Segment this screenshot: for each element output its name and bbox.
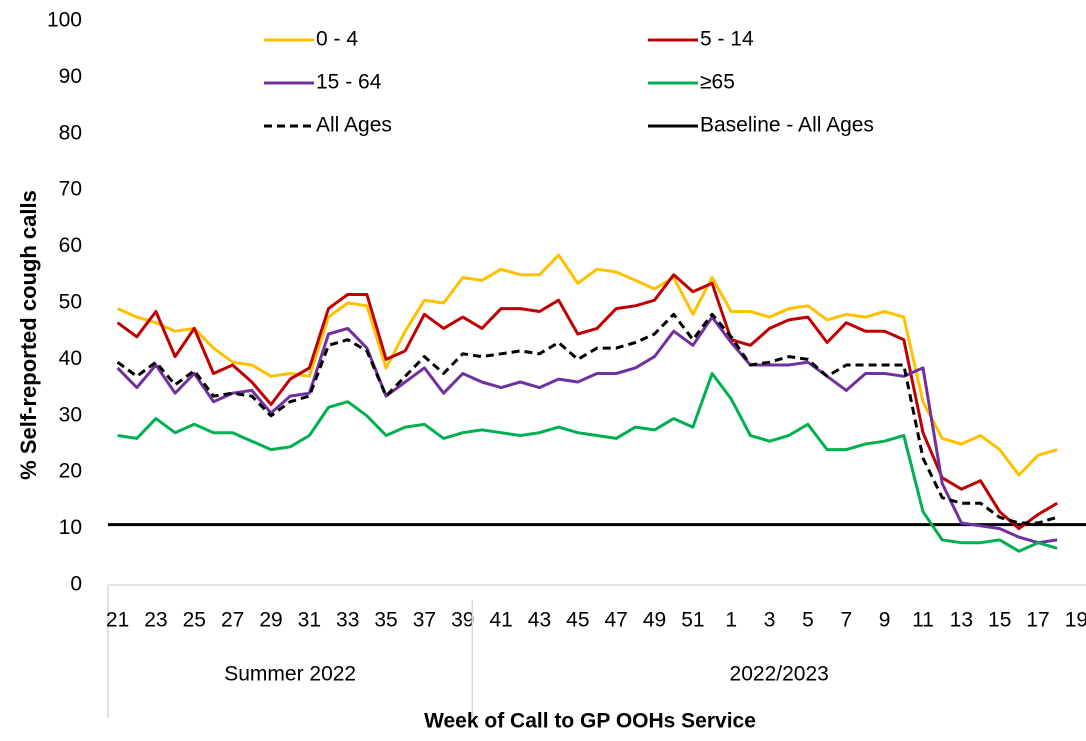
series-line	[117, 372, 1058, 553]
x-tick-label: 31	[298, 609, 321, 632]
legend-label: 0 - 4	[316, 28, 358, 51]
y-tick-label: 40	[59, 347, 82, 370]
y-tick-label: 20	[59, 460, 82, 483]
group-label: 2022/2023	[730, 663, 829, 686]
legend-label: ≥65	[700, 71, 735, 94]
y-tick-label: 70	[59, 178, 82, 201]
x-tick-label: 23	[144, 609, 167, 632]
legend-label: Baseline - All Ages	[700, 114, 874, 137]
x-tick-label: 21	[106, 609, 129, 632]
x-tick-label: 37	[413, 609, 436, 632]
y-tick-label: 90	[59, 65, 82, 88]
y-tick-label: 80	[59, 121, 82, 144]
x-axis-title: Week of Call to GP OOHs Service	[424, 710, 756, 733]
y-tick-label: 100	[47, 9, 82, 32]
x-tick-label: 49	[643, 609, 666, 632]
x-tick-label: 29	[259, 609, 282, 632]
x-tick-label: 33	[336, 609, 359, 632]
x-tick-label: 7	[840, 609, 852, 632]
legend-label: 15 - 64	[316, 71, 382, 94]
series-line	[116, 273, 1058, 531]
series-line	[116, 253, 1058, 477]
y-tick-label: 30	[59, 403, 82, 426]
x-tick-label: 51	[681, 609, 704, 632]
y-axis-title: % Self-reported cough calls	[16, 190, 41, 480]
series-line	[116, 315, 1058, 545]
x-tick-label: 41	[489, 609, 512, 632]
legend-label: 5 - 14	[700, 28, 754, 51]
x-tick-label: 15	[988, 609, 1011, 632]
x-tick-label: 35	[374, 609, 397, 632]
y-tick-label: 60	[59, 234, 82, 257]
x-tick-label: 39	[451, 609, 474, 632]
x-tick-label: 11	[912, 609, 934, 632]
x-tick-label: 27	[221, 609, 244, 632]
x-tick-label: 45	[566, 609, 589, 632]
x-tick-label: 1	[725, 609, 737, 632]
x-tick-label: 3	[764, 609, 776, 632]
x-tick-label: 5	[802, 609, 814, 632]
x-tick-label: 19	[1065, 609, 1086, 632]
y-tick-label: 10	[59, 516, 82, 539]
x-tick-label: 9	[879, 609, 891, 632]
x-tick-label: 43	[528, 609, 551, 632]
x-tick-label: 47	[604, 609, 627, 632]
group-label: Summer 2022	[224, 663, 356, 686]
legend-label: All Ages	[316, 114, 392, 137]
y-tick-label: 0	[70, 573, 82, 596]
series-line	[116, 312, 1058, 525]
x-tick-label: 17	[1026, 609, 1049, 632]
x-tick-label: 13	[950, 609, 973, 632]
y-tick-label: 50	[59, 291, 82, 314]
x-tick-label: 25	[183, 609, 206, 632]
